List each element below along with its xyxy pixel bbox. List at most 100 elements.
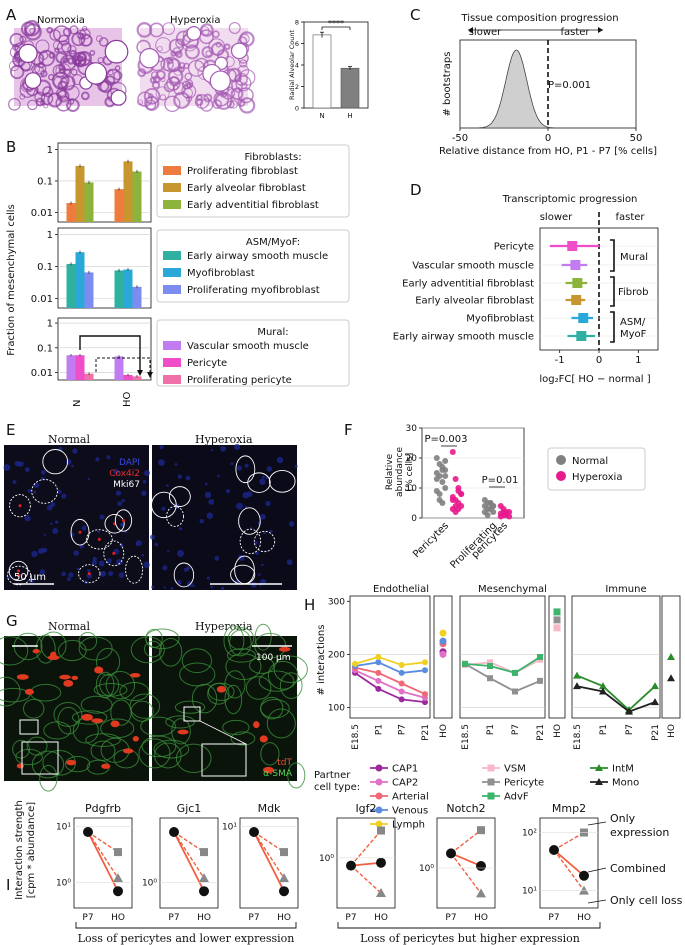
normoxia-alveolus — [55, 63, 72, 80]
normoxia-alveolus — [53, 75, 68, 90]
d-faster: faster — [615, 212, 645, 223]
point-Myofibroblast — [578, 313, 589, 323]
hyperoxia-alveolus — [164, 95, 181, 113]
partner-label: cell type: — [314, 782, 360, 793]
legend-entry: Normal — [572, 456, 608, 467]
legend-entry: Lymph — [392, 820, 425, 831]
dashed-link — [553, 831, 585, 851]
series-VSM — [464, 658, 541, 674]
h-frame — [349, 595, 431, 719]
annot-pointer — [587, 867, 607, 873]
legend-entry: Early airway smooth muscle — [187, 251, 328, 262]
data-point — [433, 455, 440, 461]
bar-Myofibroblast — [75, 252, 85, 308]
x-tick-label: 50 — [630, 133, 643, 144]
normoxia-alveolus — [67, 57, 75, 65]
hyperoxia-alveolus — [137, 68, 147, 78]
i-ylabel: Interaction strength — [14, 800, 25, 900]
hyperoxia-alveolus — [239, 33, 250, 45]
asma-fiber — [249, 656, 275, 674]
dapi-nucleus — [261, 475, 265, 479]
tdt-cell — [177, 729, 189, 735]
hyperoxia-alveolus — [162, 22, 175, 36]
only-loss-point — [113, 873, 123, 883]
c-pvalue: P=0.001 — [548, 80, 591, 91]
hyperoxia-alveolus — [205, 50, 212, 57]
legend-entry: Venous — [392, 806, 428, 817]
tdt-cell — [132, 736, 139, 742]
tdt-cell — [91, 718, 103, 724]
normoxia-alveolus — [76, 29, 87, 40]
row-label: Myofibroblast — [466, 314, 534, 325]
hyperoxia-alveolus — [231, 79, 243, 92]
dapi-nucleus — [163, 586, 166, 589]
point-Arterial — [422, 691, 428, 698]
asma-fiber — [207, 682, 235, 701]
dapi-nucleus — [141, 490, 147, 496]
tdt-cell — [63, 680, 74, 687]
asma-fiber — [225, 653, 262, 681]
dapi-nucleus — [117, 501, 123, 507]
dapi-nucleus — [149, 534, 155, 540]
dapi-nucleus — [255, 551, 259, 556]
pvalue: P=0.003 — [424, 434, 467, 445]
legend-entry: Proliferating fibroblast — [187, 166, 298, 177]
dashed-link — [350, 830, 382, 867]
x-tick-label: 0 — [596, 355, 602, 366]
solid-link — [87, 831, 119, 892]
e-right-image — [152, 445, 297, 590]
asma-fiber — [105, 671, 136, 700]
asma-fiber — [226, 648, 257, 663]
legend-entry: Vascular smooth muscle — [187, 341, 309, 352]
dapi-nucleus — [151, 585, 155, 589]
tdt-cell — [278, 646, 291, 652]
bracket — [610, 276, 615, 307]
dapi-nucleus — [204, 482, 208, 486]
legend-entry: Hyperoxia — [572, 472, 622, 483]
x-tick-label: P21 — [421, 724, 431, 741]
annot-pointer — [587, 899, 607, 904]
dapi-nucleus — [66, 577, 71, 582]
asma-fiber — [260, 696, 284, 720]
ho-point-AdvF — [553, 608, 561, 616]
h-ho-frame — [433, 595, 453, 719]
hyperoxia-alveolus — [172, 84, 179, 90]
data-point — [433, 476, 440, 482]
asma-fiber — [0, 687, 31, 703]
ho-point-Pericyte — [553, 616, 561, 624]
partner-label: Partner — [314, 770, 351, 781]
asma-fiber — [130, 636, 165, 664]
dapi-nucleus — [99, 514, 105, 520]
asma-fiber — [141, 735, 177, 758]
normoxia-alveolus — [38, 49, 55, 67]
asma-fiber — [179, 662, 216, 687]
cox4i2-signal — [121, 518, 125, 522]
legend-entry: CAP1 — [392, 764, 418, 775]
data-point — [458, 491, 465, 497]
asma-fiber — [138, 738, 171, 769]
dashed-link — [450, 829, 482, 854]
data-point — [497, 513, 504, 520]
g-right-title: Hyperoxia — [195, 620, 253, 633]
legend-box — [156, 319, 350, 387]
legend-mki67: Mki67 — [113, 480, 140, 490]
dapi-nucleus — [52, 528, 59, 535]
dapi-nucleus — [91, 559, 98, 566]
bar-Pericyte — [123, 374, 133, 380]
data-point — [452, 476, 459, 482]
panel-letter: C — [410, 6, 420, 24]
p7-point — [549, 844, 559, 855]
only-expression-point — [114, 848, 122, 857]
ho-point-CAP2 — [439, 650, 447, 658]
hyperoxia-alveolus — [185, 79, 194, 88]
y-tick-label: 0.01 — [31, 294, 53, 305]
dashed-link — [87, 831, 119, 879]
tdt-cell — [81, 713, 93, 721]
hyperoxia-alveolus — [240, 82, 248, 89]
asma-fiber — [227, 627, 255, 651]
p7-point — [346, 860, 356, 871]
cell-outline — [85, 529, 113, 550]
x-tick-label: -1 — [555, 355, 565, 366]
cell-outline — [235, 455, 256, 484]
hyperoxia-alveolus — [173, 91, 191, 109]
